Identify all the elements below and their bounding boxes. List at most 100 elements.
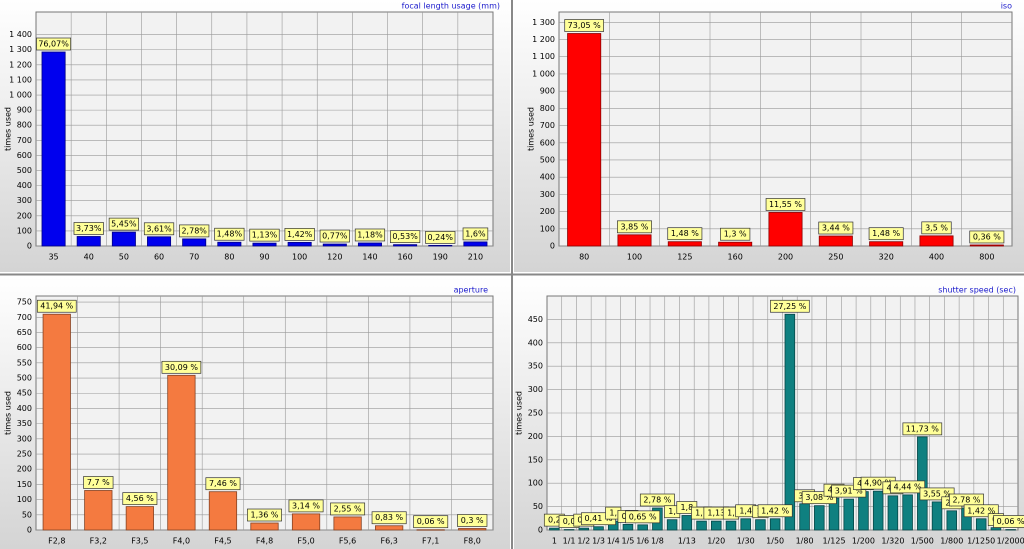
value-label: 1,48 % bbox=[872, 229, 900, 238]
y-tick-label: 0 bbox=[538, 526, 543, 535]
x-tick-label: F4,0 bbox=[173, 537, 190, 546]
y-axis-label: times used bbox=[527, 107, 536, 151]
y-tick-label: 650 bbox=[17, 328, 32, 337]
value-label: 2,78 % bbox=[953, 496, 981, 505]
y-tick-label: 150 bbox=[17, 480, 32, 489]
x-tick-label: F4,5 bbox=[214, 537, 231, 546]
value-label-box bbox=[818, 221, 854, 235]
x-tick-label: 35 bbox=[48, 253, 58, 262]
value-label: 76,07% bbox=[38, 40, 69, 49]
value-label: 3,91 % bbox=[835, 487, 863, 496]
bar bbox=[567, 33, 602, 247]
x-tick-label: 160 bbox=[397, 253, 412, 262]
value-label-box bbox=[161, 360, 202, 374]
bar bbox=[902, 494, 913, 531]
x-tick-label: 1/320 bbox=[881, 537, 904, 546]
x-tick-label: 1/2000 bbox=[997, 537, 1024, 546]
y-tick-label: 250 bbox=[17, 450, 32, 459]
bar bbox=[872, 490, 884, 531]
bar bbox=[84, 490, 113, 531]
value-label: 3,5 % bbox=[925, 223, 948, 232]
x-tick-label: 1/1 bbox=[563, 537, 576, 546]
bar bbox=[843, 498, 854, 531]
plot-area bbox=[558, 11, 1013, 247]
value-label-box bbox=[617, 220, 652, 234]
bar bbox=[814, 505, 825, 531]
bar bbox=[322, 243, 347, 247]
value-label: 30,09 % bbox=[165, 363, 198, 372]
value-label-box bbox=[214, 227, 245, 241]
value-label: 3,61% bbox=[146, 224, 172, 233]
value-label: 1,3 % bbox=[724, 230, 747, 239]
value-label: 2,55 % bbox=[334, 504, 362, 513]
y-tick-label: 0 bbox=[27, 242, 32, 251]
value-label-box bbox=[36, 37, 72, 51]
y-tick-label: 800 bbox=[17, 121, 32, 130]
bar bbox=[393, 244, 418, 247]
x-tick-label: 100 bbox=[627, 253, 642, 262]
y-tick-label: 150 bbox=[528, 455, 543, 464]
x-tick-label: 80 bbox=[224, 253, 234, 262]
value-label-box bbox=[720, 227, 751, 241]
value-label: 3,55 % bbox=[923, 489, 951, 498]
y-tick-label: 600 bbox=[540, 138, 555, 147]
x-tick-label: 800 bbox=[979, 253, 994, 262]
value-label-box bbox=[179, 224, 210, 238]
bar bbox=[799, 503, 810, 531]
x-tick-label: 120 bbox=[327, 253, 342, 262]
x-tick-label: 210 bbox=[468, 253, 483, 262]
value-label-box bbox=[462, 227, 489, 241]
x-tick-label: F8,0 bbox=[464, 537, 481, 546]
value-label-box bbox=[890, 480, 926, 494]
bar bbox=[76, 236, 101, 247]
bar bbox=[681, 515, 693, 531]
y-tick-label: 300 bbox=[540, 190, 555, 199]
y-tick-label: 350 bbox=[17, 419, 32, 428]
bar bbox=[252, 242, 277, 247]
bar bbox=[41, 51, 66, 247]
value-label: 11,73 % bbox=[906, 424, 939, 433]
y-tick-label: 700 bbox=[540, 121, 555, 130]
value-label-box bbox=[371, 511, 407, 525]
x-tick-label: F2,8 bbox=[48, 537, 65, 546]
value-label-box bbox=[73, 222, 104, 235]
value-label-box bbox=[108, 217, 139, 231]
y-axis-label: times used bbox=[4, 107, 13, 151]
value-label: 1, bbox=[609, 509, 617, 518]
bar bbox=[718, 241, 753, 247]
x-tick-label: 1/2 bbox=[577, 537, 590, 546]
bar bbox=[593, 526, 604, 531]
x-tick-label: 80 bbox=[579, 253, 589, 262]
value-label: 4,44 % bbox=[894, 482, 922, 491]
x-tick-label: 160 bbox=[728, 253, 743, 262]
value-label-box bbox=[413, 515, 449, 529]
value-label: 0,06 % bbox=[997, 517, 1024, 526]
bar bbox=[990, 527, 1002, 531]
value-label-box bbox=[425, 231, 456, 244]
bar bbox=[666, 519, 678, 531]
y-tick-label: 0 bbox=[550, 242, 555, 251]
x-tick-label: 400 bbox=[929, 253, 944, 262]
y-tick-label: 100 bbox=[528, 479, 543, 488]
bar bbox=[617, 234, 652, 247]
x-tick-label: 1/200 bbox=[852, 537, 875, 546]
value-label: 27,25 % bbox=[773, 302, 806, 311]
bar bbox=[578, 527, 590, 531]
value-label: 1, bbox=[668, 507, 676, 516]
value-label: 1,48% bbox=[217, 230, 243, 239]
value-label: 4,56 % bbox=[126, 494, 154, 503]
x-tick-label: 140 bbox=[362, 253, 377, 262]
bar bbox=[740, 518, 751, 531]
value-label: 3,44 % bbox=[822, 224, 850, 233]
y-tick-label: 800 bbox=[540, 104, 555, 113]
bar bbox=[111, 231, 136, 247]
value-label: 0,06 % bbox=[417, 517, 445, 526]
bar bbox=[563, 529, 575, 531]
chart-title: iso bbox=[1001, 2, 1012, 11]
y-tick-label: 100 bbox=[17, 495, 32, 504]
value-label: 0,3 % bbox=[461, 516, 484, 525]
value-label-box bbox=[288, 499, 324, 513]
x-tick-label: F4,8 bbox=[256, 537, 273, 546]
x-tick-label: F5,0 bbox=[297, 537, 314, 546]
y-tick-label: 1 100 bbox=[9, 75, 32, 84]
